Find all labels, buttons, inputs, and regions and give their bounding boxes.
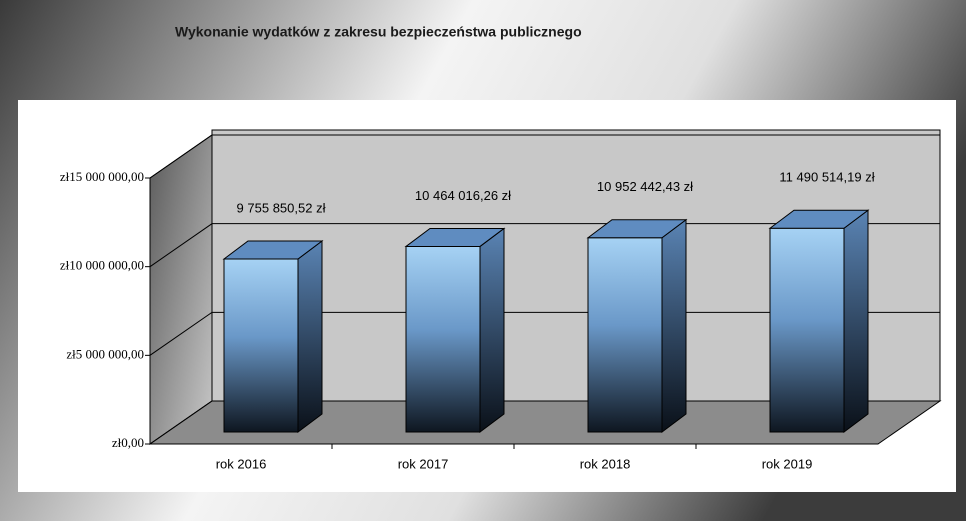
bar-top [404,227,506,247]
bar [768,209,870,433]
data-label: 10 464 016,26 zł [415,188,511,203]
bar-front [769,227,845,433]
bar-front [405,245,481,433]
x-tick-label: rok 2019 [762,456,813,471]
grid-line [149,134,940,179]
bar [222,239,324,433]
data-label: 11 490 514,19 zł [779,170,874,185]
y-tick-label: zł5 000 000,00 [66,346,144,361]
data-label: 9 755 850,52 zł [237,200,326,215]
grid-line [149,311,940,356]
bar-side [661,218,687,433]
x-tick-label: rok 2017 [398,456,449,471]
bar-front [223,258,299,433]
bar-top [586,219,688,239]
data-label: 10 952 442,43 zł [597,179,693,194]
y-tick-label: zł10 000 000,00 [60,258,144,273]
bar-top [222,240,324,260]
y-tick-label: zł0,00 [112,435,144,450]
grid-line [149,400,940,445]
bar-side [843,209,869,433]
bar [586,218,688,433]
bar-top [768,209,870,229]
bar-front [587,237,663,433]
side-wall [149,134,213,445]
y-tick-label: zł15 000 000,00 [60,169,144,184]
x-tick-label: rok 2018 [580,456,631,471]
chart-title: Wykonanie wydatków z zakresu bezpieczeńs… [175,24,582,40]
bar-side [479,227,505,433]
bar-side [297,239,323,433]
x-tick-label: rok 2016 [216,456,267,471]
bar [404,227,506,433]
grid-line [149,223,940,268]
